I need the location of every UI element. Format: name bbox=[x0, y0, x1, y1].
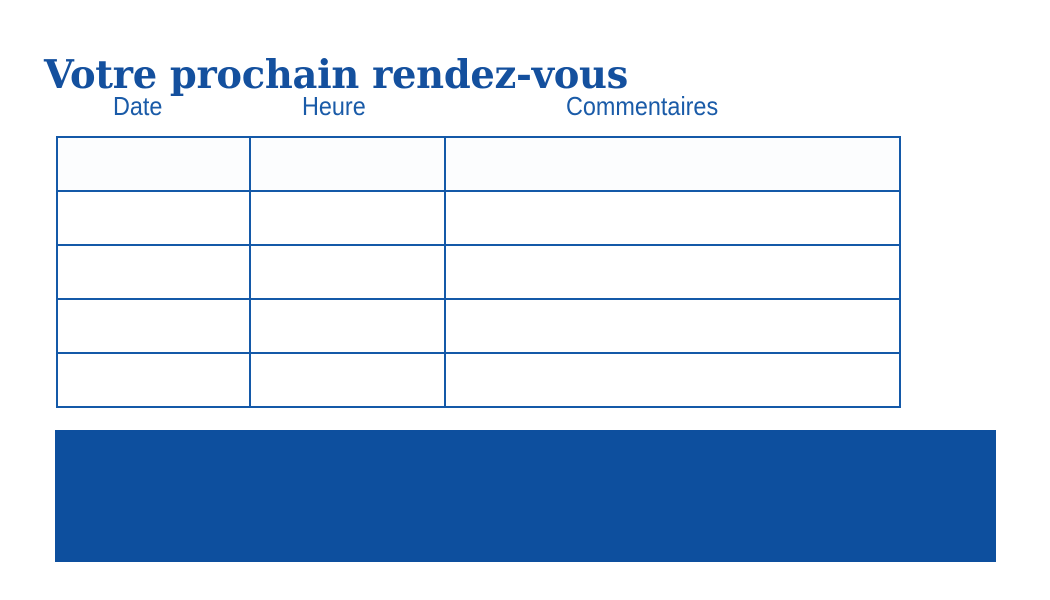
table-row bbox=[56, 352, 901, 408]
footer-blue-band bbox=[55, 430, 996, 562]
cell-commentaires[interactable] bbox=[444, 352, 901, 408]
cell-heure[interactable] bbox=[249, 190, 446, 246]
cell-date[interactable] bbox=[56, 298, 251, 354]
table-row bbox=[56, 190, 901, 246]
appointments-table-body bbox=[56, 136, 901, 408]
table-row bbox=[56, 136, 901, 192]
cell-commentaires[interactable] bbox=[444, 136, 901, 192]
cell-date[interactable] bbox=[56, 244, 251, 300]
cell-date[interactable] bbox=[56, 136, 251, 192]
page-title: Votre prochain rendez-vous bbox=[44, 52, 629, 99]
column-header-heure: Heure bbox=[302, 91, 366, 121]
cell-date[interactable] bbox=[56, 190, 251, 246]
cell-heure[interactable] bbox=[249, 352, 446, 408]
table-row bbox=[56, 244, 901, 300]
cell-date[interactable] bbox=[56, 352, 251, 408]
table-row bbox=[56, 298, 901, 354]
column-header-date: Date bbox=[113, 91, 163, 121]
cell-heure[interactable] bbox=[249, 136, 446, 192]
cell-commentaires[interactable] bbox=[444, 298, 901, 354]
cell-commentaires[interactable] bbox=[444, 190, 901, 246]
column-header-commentaires: Commentaires bbox=[566, 91, 719, 121]
cell-commentaires[interactable] bbox=[444, 244, 901, 300]
cell-heure[interactable] bbox=[249, 244, 446, 300]
cell-heure[interactable] bbox=[249, 298, 446, 354]
appointments-table bbox=[56, 136, 901, 408]
table-column-headers: Date Heure Commentaires bbox=[56, 88, 900, 128]
